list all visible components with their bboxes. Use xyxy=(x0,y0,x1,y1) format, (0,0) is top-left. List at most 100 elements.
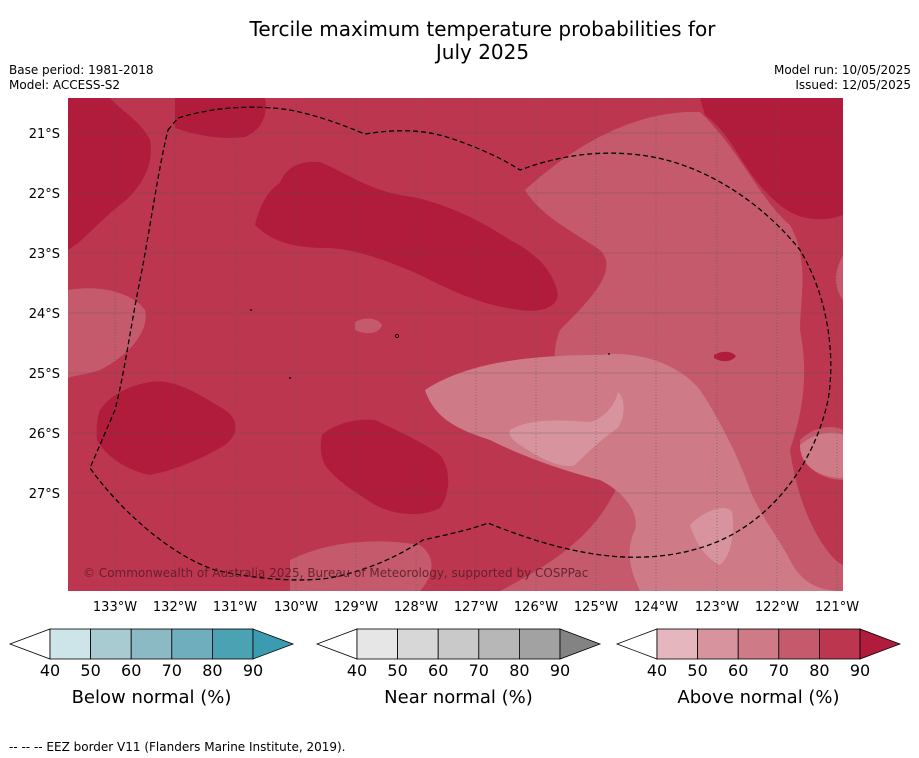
lon-label: 129°W xyxy=(334,600,378,615)
below-normal-colorbar-label: Below normal (%) xyxy=(72,687,232,708)
near-normal-tick-label: 60 xyxy=(428,661,448,680)
below-normal-swatch xyxy=(90,628,132,660)
lon-label: 131°W xyxy=(213,600,257,615)
lat-label: 23°S xyxy=(29,247,60,262)
lat-label: 21°S xyxy=(29,127,60,142)
page-title: Tercile maximum temperature probabilitie… xyxy=(0,18,919,64)
fill-90-small xyxy=(714,351,736,362)
island-mark-1 xyxy=(394,333,399,338)
lon-label: 125°W xyxy=(574,600,618,615)
near-normal-colorbar: 40 50 60 70 80 90 Near normal (%) xyxy=(315,628,602,708)
near-normal-swatch xyxy=(519,628,561,660)
fill-60-right xyxy=(800,432,843,478)
near-normal-swatch xyxy=(356,628,398,660)
above-normal-swatch xyxy=(778,628,820,660)
lon-label: 133°W xyxy=(93,600,137,615)
fill-50-lower-right xyxy=(690,508,734,565)
below-normal-tick-label: 40 xyxy=(40,661,60,680)
issued-date: Issued: 12/05/2025 xyxy=(795,78,911,92)
fill-60-bottom xyxy=(640,553,800,591)
contour-fills xyxy=(68,98,843,591)
lon-label: 128°W xyxy=(394,600,438,615)
lon-labels: 133°W 132°W 131°W 130°W 129°W 128°W 127°… xyxy=(93,600,859,615)
above-normal-tick-label: 80 xyxy=(809,661,829,680)
title-line-2: July 2025 xyxy=(435,40,530,64)
above-normal-tick-label: 60 xyxy=(728,661,748,680)
below-normal-under-triangle xyxy=(8,628,51,660)
below-normal-tick-label: 60 xyxy=(121,661,141,680)
lon-label: 124°W xyxy=(634,600,678,615)
colorbars: 40 50 60 70 80 90 Below normal (%) 40 50 60 70 80 90… xyxy=(8,628,902,708)
above-normal-tick-label: 40 xyxy=(647,661,667,680)
title-line-1: Tercile maximum temperature probabilitie… xyxy=(249,17,716,41)
below-normal-swatch xyxy=(211,628,254,660)
near-normal-over-triangle xyxy=(559,628,602,660)
near-normal-colorbar-label: Near normal (%) xyxy=(384,687,533,708)
meta-left: Base period: 1981-2018 Model: ACCESS-S2 xyxy=(9,63,154,93)
fill-90-topright xyxy=(700,98,843,220)
near-normal-tick-label: 90 xyxy=(550,661,570,680)
fill-70-left xyxy=(68,288,146,378)
fill-60-center xyxy=(425,354,843,591)
island-mark-2 xyxy=(250,309,252,311)
below-normal-tick-label: 80 xyxy=(202,661,222,680)
above-normal-swatch xyxy=(656,628,698,660)
fill-90-south xyxy=(320,419,449,515)
meta-right: Model run: 10/05/2025 Issued: 12/05/2025 xyxy=(774,63,911,93)
lat-labels: 21°S 22°S 23°S 24°S 25°S 26°S 27°S xyxy=(29,127,60,502)
below-normal-tick-label: 50 xyxy=(80,661,100,680)
model-name: Model: ACCESS-S2 xyxy=(9,78,121,92)
below-normal-tick-label: 70 xyxy=(162,661,182,680)
fill-70-right xyxy=(500,111,843,591)
below-normal-swatch xyxy=(49,628,91,660)
island-mark-4 xyxy=(608,353,610,355)
below-normal-tick-label: 90 xyxy=(243,661,263,680)
near-normal-swatch xyxy=(478,628,520,660)
above-normal-over-triangle xyxy=(859,628,902,660)
below-normal-over-triangle xyxy=(252,628,295,660)
above-normal-tick-label: 70 xyxy=(769,661,789,680)
lat-label: 24°S xyxy=(29,307,60,322)
copyright-text: © Commonwealth of Australia 2025, Bureau… xyxy=(83,566,588,580)
fill-50-center xyxy=(509,392,624,466)
lat-label: 22°S xyxy=(29,187,60,202)
near-normal-tick-label: 70 xyxy=(469,661,489,680)
near-normal-tick-label: 40 xyxy=(347,661,367,680)
fill-90-left xyxy=(96,381,236,475)
above-normal-colorbar: 40 50 60 70 80 90 Above normal (%) xyxy=(615,628,902,708)
above-normal-colorbar-label: Above normal (%) xyxy=(677,687,839,708)
below-normal-swatch xyxy=(171,628,213,660)
lat-label: 27°S xyxy=(29,487,60,502)
lat-label: 25°S xyxy=(29,367,60,382)
lon-label: 132°W xyxy=(153,600,197,615)
model-run: Model run: 10/05/2025 xyxy=(773,63,911,77)
lon-label: 126°W xyxy=(514,600,558,615)
lat-gridlines xyxy=(68,132,843,494)
above-normal-swatch xyxy=(819,628,861,660)
above-normal-swatch xyxy=(697,628,739,660)
below-normal-swatch xyxy=(130,628,173,660)
fill-70-dot xyxy=(660,221,676,227)
above-normal-tick-label: 90 xyxy=(850,661,870,680)
fill-90-band xyxy=(255,161,558,311)
eez-border xyxy=(89,106,832,581)
lon-label: 130°W xyxy=(274,600,318,615)
below-normal-colorbar: 40 50 60 70 80 90 Below normal (%) xyxy=(8,628,295,708)
lon-label: 122°W xyxy=(755,600,799,615)
above-normal-swatch xyxy=(737,628,780,660)
eez-legend-note: -- -- -- EEZ border V11 (Flanders Marine… xyxy=(9,740,346,754)
near-normal-under-triangle xyxy=(315,628,358,660)
near-normal-swatch xyxy=(437,628,480,660)
gridlines xyxy=(114,98,838,591)
base-period: Base period: 1981-2018 xyxy=(9,63,154,77)
fill-70-small xyxy=(355,318,382,334)
lon-label: 127°W xyxy=(454,600,498,615)
above-normal-under-triangle xyxy=(615,628,658,660)
above-normal-tick-label: 50 xyxy=(687,661,707,680)
island-mark-3 xyxy=(289,377,291,379)
fill-70-right-edge xyxy=(835,255,843,300)
fill-90-topleft xyxy=(68,98,151,250)
lon-label: 123°W xyxy=(695,600,739,615)
lat-label: 26°S xyxy=(29,427,60,442)
